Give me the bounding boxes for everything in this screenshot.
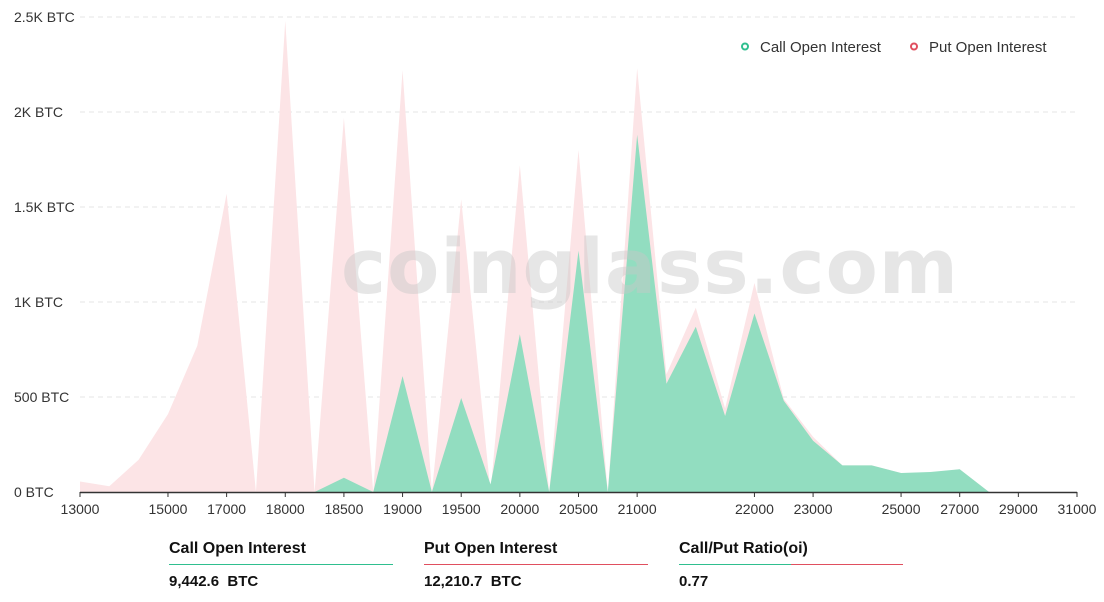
legend-item-put[interactable]: Put Open Interest (910, 39, 1047, 56)
y-tick-label: 1.5K BTC (14, 199, 75, 215)
call-open-interest-area (80, 134, 1077, 493)
x-tick-label: 18500 (324, 501, 363, 517)
ratio-underline (679, 564, 903, 565)
y-tick-label: 500 BTC (14, 389, 69, 405)
y-tick-label: 2.5K BTC (14, 9, 75, 25)
ratio-label: Call/Put Ratio(oi) (679, 540, 808, 557)
legend-item-call[interactable]: Call Open Interest (741, 39, 882, 56)
put-legend-marker-icon (910, 42, 918, 51)
x-tick-label: 15000 (149, 501, 188, 517)
put-oi-stat: Put Open Interest 12,210.7 BTC (424, 540, 648, 590)
call-oi-underline (169, 564, 393, 565)
call-oi-value: 9,442.6 BTC (169, 573, 259, 590)
x-tick-label: 25000 (882, 501, 921, 517)
legend[interactable]: Call Open Interest Put Open Interest (741, 39, 1047, 56)
ratio-value: 0.77 (679, 573, 709, 590)
open-interest-chart: 0 BTC 500 BTC 1K BTC 1.5K BTC 2K BTC 2.5K BTC… (14, 9, 1097, 517)
call-oi-stat: Call Open Interest 9,442.6 BTC (169, 540, 393, 590)
x-tick-label: 21000 (618, 501, 657, 517)
x-tick-label: 19000 (383, 501, 422, 517)
put-oi-underline (424, 564, 648, 565)
series-areas (80, 20, 1077, 493)
x-tick-label: 19500 (442, 501, 481, 517)
x-tick-label: 18000 (266, 501, 305, 517)
x-tick-label: 17000 (207, 501, 246, 517)
y-tick-label: 2K BTC (14, 104, 63, 120)
y-axis: 0 BTC 500 BTC 1K BTC 1.5K BTC 2K BTC 2.5K BTC (14, 9, 75, 500)
x-tick-label: 13000 (61, 501, 100, 517)
put-oi-value: 12,210.7 BTC (424, 573, 522, 590)
x-tick-label: 22000 (735, 501, 774, 517)
y-tick-label: 0 BTC (14, 484, 54, 500)
summary-stats: Call Open Interest 9,442.6 BTC Put Open … (169, 540, 903, 590)
call-oi-label: Call Open Interest (169, 540, 306, 557)
x-axis: 13000 15000 17000 18000 18500 19000 19500 20000… (61, 491, 1097, 517)
put-oi-label: Put Open Interest (424, 540, 558, 557)
x-tick-label: 27000 (940, 501, 979, 517)
x-tick-label: 29000 (999, 501, 1038, 517)
ratio-stat: Call/Put Ratio(oi) 0.77 (679, 540, 903, 590)
x-tick-label: 31000 (1058, 501, 1097, 517)
watermark-text: coinglass.com (341, 222, 959, 311)
legend-put-label: Put Open Interest (929, 39, 1047, 56)
x-tick-label: 23000 (794, 501, 833, 517)
y-tick-label: 1K BTC (14, 294, 63, 310)
x-tick-label: 20000 (500, 501, 539, 517)
legend-call-label: Call Open Interest (760, 39, 882, 56)
call-legend-marker-icon (741, 42, 749, 51)
x-tick-label: 20500 (559, 501, 598, 517)
